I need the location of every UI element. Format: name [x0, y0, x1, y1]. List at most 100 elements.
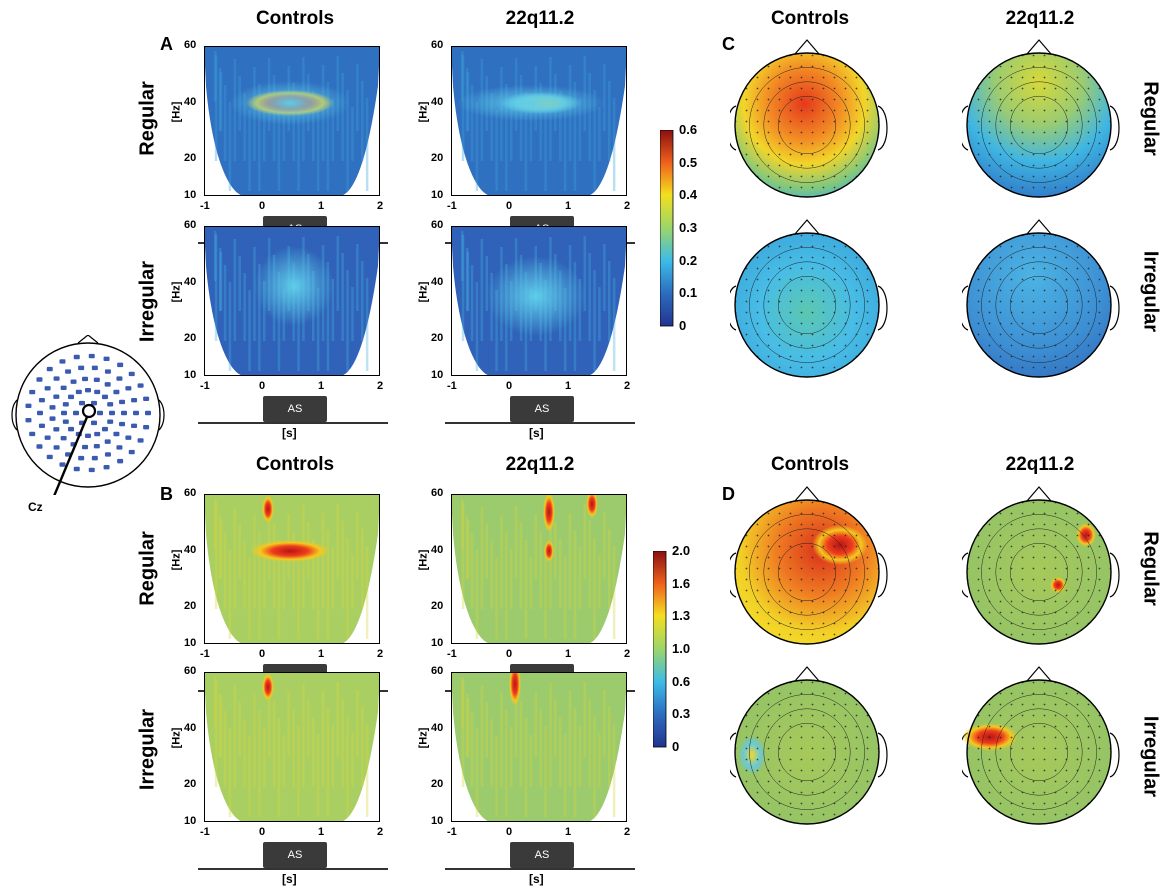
- electrode: [25, 417, 32, 423]
- x-tick-label: 1: [565, 200, 572, 212]
- colorbar-top-tick: 0: [679, 318, 687, 333]
- electrode: [104, 439, 111, 444]
- x-tick-label: 1: [318, 826, 325, 838]
- electrode: [82, 444, 89, 450]
- x-tick-label: -1: [200, 200, 210, 212]
- y-tick-label: 40: [431, 722, 444, 734]
- x-tick-label: 0: [259, 648, 266, 660]
- hz-axis-label: [Hz]: [170, 281, 183, 303]
- x-tick-label: 0: [259, 200, 266, 212]
- x-tick-label: -1: [200, 648, 210, 660]
- y-tick-label: 60: [431, 39, 444, 51]
- colorbar-top-tick: 0.6: [679, 122, 698, 137]
- spec-a-controls-irregular: 60 40 20 10 [Hz] -1 0 1 2 AS [s]: [170, 219, 388, 440]
- electrode: [65, 452, 72, 457]
- colorbar-top-tick: 0.5: [679, 154, 698, 170]
- electrode: [91, 455, 98, 461]
- colorbar-bottom-tick: 0.6: [672, 673, 691, 689]
- electrode: [78, 365, 85, 371]
- electrode: [49, 416, 56, 421]
- electrode: [94, 431, 101, 437]
- colorbar-bottom-tick: 1.0: [672, 641, 691, 656]
- x-tick-label: 0: [506, 648, 513, 660]
- electrode: [97, 410, 103, 416]
- hz-axis-label: [Hz]: [170, 101, 183, 123]
- x-tick-label: 1: [565, 826, 572, 838]
- electrode: [79, 400, 85, 406]
- electrode: [91, 400, 97, 406]
- y-tick-label: 20: [431, 600, 444, 612]
- electrode: [61, 410, 67, 416]
- electrode: [38, 423, 45, 429]
- electrode: [53, 394, 60, 399]
- electrode: [116, 376, 123, 381]
- spec-b-controls-irregular-cone: [204, 672, 380, 822]
- electrode: [104, 382, 111, 387]
- electrode: [29, 389, 36, 395]
- electrode: [117, 458, 124, 464]
- y-tick-label: 60: [184, 487, 197, 499]
- electrode: [104, 452, 111, 457]
- electrode: [143, 396, 150, 402]
- electrode: [68, 394, 75, 400]
- s-axis-label: [s]: [282, 426, 297, 440]
- spec-b-controls-irregular-plot: [204, 672, 380, 822]
- x-tick-label: -1: [447, 380, 457, 392]
- topo-c-controls-irregular: [730, 219, 888, 378]
- electrode: [131, 423, 138, 429]
- panel-letter-a: A: [160, 34, 173, 54]
- x-tick-label: 1: [318, 648, 325, 660]
- topo-d-22q-irregular: [962, 666, 1120, 825]
- stimulus-box: AS: [263, 842, 327, 868]
- spec-b-controls-regular-activation: [262, 495, 274, 523]
- y-tick-label: 40: [431, 96, 444, 108]
- spec-b-22q-regular-plot: [451, 494, 627, 644]
- electrode: [36, 377, 43, 382]
- electrode: [73, 466, 80, 472]
- electrode: [59, 462, 66, 467]
- stimulus-baseline: [198, 868, 388, 870]
- stimulus-baseline: [198, 422, 388, 424]
- electrode: [62, 402, 69, 407]
- s-axis-label: [s]: [529, 426, 544, 440]
- spec-a-controls-irregular-activation: [254, 246, 334, 326]
- panel-letter-c: C: [722, 34, 735, 54]
- s-axis-label: [s]: [529, 872, 544, 886]
- y-tick-label: 60: [184, 39, 197, 51]
- y-tick-label: 60: [431, 665, 444, 677]
- electrode: [137, 438, 144, 443]
- x-tick-label: -1: [447, 200, 457, 212]
- hz-axis-label: [Hz]: [170, 549, 183, 571]
- y-tick-label: 20: [431, 778, 444, 790]
- row-label-regular-c: Regular: [1139, 81, 1162, 156]
- stimulus-box: AS: [510, 842, 574, 868]
- topo-d-controls-irregular: [730, 666, 888, 825]
- x-tick-label: 0: [506, 200, 513, 212]
- electrode: [37, 410, 43, 416]
- electrode: [119, 399, 126, 405]
- hz-axis-label: [Hz]: [417, 549, 430, 571]
- spec-b-22q-regular-activation: [586, 494, 598, 518]
- electrode: [101, 394, 108, 400]
- spec-a-22q-regular-cone: [451, 46, 627, 196]
- x-tick-label: 1: [318, 200, 325, 212]
- electrode: [60, 385, 67, 391]
- head-outline: [15, 342, 161, 488]
- spec-b-22q-irregular-cone: [451, 672, 627, 822]
- electrode: [62, 419, 69, 424]
- electrode: [103, 465, 110, 470]
- electrode: [49, 405, 56, 410]
- topo-d-controls-regular: [730, 486, 888, 645]
- electrode: [53, 427, 60, 432]
- electrode: [85, 388, 91, 393]
- y-tick-label: 10: [184, 369, 197, 381]
- electrode: [93, 377, 100, 383]
- x-tick-label: 0: [506, 826, 513, 838]
- electrode: [46, 366, 53, 372]
- title-controls-b: Controls: [255, 454, 335, 475]
- electrode: [85, 433, 91, 438]
- electrode: [75, 389, 82, 395]
